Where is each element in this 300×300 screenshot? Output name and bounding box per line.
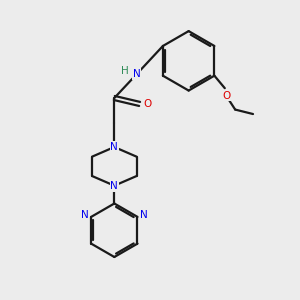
Text: N: N: [110, 181, 118, 191]
Text: O: O: [222, 91, 230, 100]
Text: N: N: [81, 210, 88, 220]
Text: N: N: [110, 142, 118, 152]
Text: H: H: [122, 66, 129, 76]
Text: O: O: [143, 99, 151, 109]
Text: N: N: [140, 210, 148, 220]
Text: N: N: [133, 69, 140, 79]
